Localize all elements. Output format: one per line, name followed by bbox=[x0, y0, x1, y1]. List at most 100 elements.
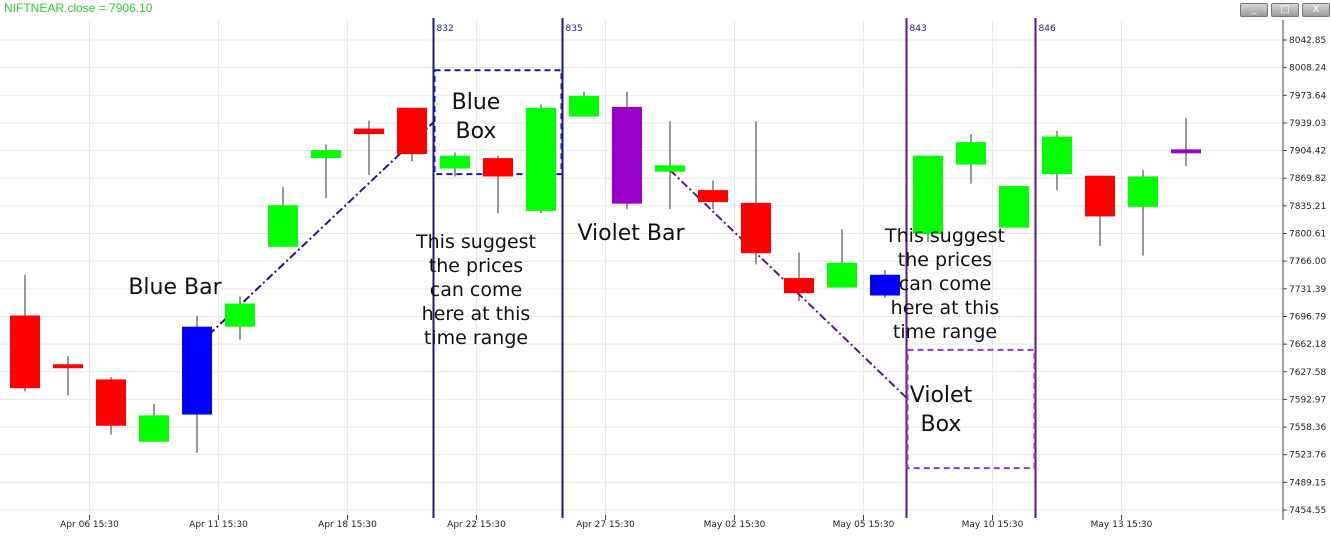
y-tick-label: 7592.97 bbox=[1289, 395, 1326, 405]
candle-body bbox=[483, 158, 513, 177]
blue-bar-label: Blue Bar bbox=[128, 275, 222, 300]
y-tick-label: 7800.61 bbox=[1289, 230, 1326, 240]
candle-body bbox=[569, 95, 599, 117]
candle bbox=[1128, 170, 1158, 256]
candle bbox=[225, 296, 255, 340]
candle bbox=[612, 91, 642, 210]
candle-body bbox=[10, 315, 40, 389]
candle bbox=[655, 121, 685, 210]
x-tick-label: Apr 27 15:30 bbox=[576, 520, 635, 530]
y-tick-label: 7662.18 bbox=[1289, 340, 1326, 350]
close-button[interactable]: X bbox=[1302, 3, 1330, 17]
candle-body bbox=[440, 155, 470, 169]
candle bbox=[1171, 118, 1201, 167]
candle bbox=[311, 144, 341, 199]
candle bbox=[182, 316, 212, 453]
minimize-icon: _ bbox=[1251, 4, 1257, 15]
candle-body bbox=[1128, 176, 1158, 207]
y-tick-label: 7627.58 bbox=[1289, 368, 1326, 378]
y-tick-label: 7523.76 bbox=[1289, 451, 1326, 461]
candle bbox=[483, 155, 513, 214]
candle bbox=[139, 404, 169, 442]
candle-body bbox=[999, 186, 1029, 228]
candle-body bbox=[741, 202, 771, 254]
candle-body bbox=[311, 150, 341, 159]
x-tick-label: May 10 15:30 bbox=[962, 520, 1024, 530]
candle bbox=[526, 104, 556, 214]
candle-body bbox=[354, 128, 384, 135]
candle-body bbox=[96, 379, 126, 426]
vertical-marker-label: 843 bbox=[910, 24, 927, 34]
candle-body bbox=[870, 274, 900, 296]
suggestion-left-text: This suggest the prices can come here at th… bbox=[415, 231, 536, 349]
x-tick-label: Apr 18 15:30 bbox=[318, 520, 377, 530]
minimize-button[interactable]: _ bbox=[1240, 3, 1268, 17]
y-tick-label: 7904.42 bbox=[1289, 147, 1326, 157]
candle bbox=[827, 229, 857, 288]
candle-body bbox=[53, 364, 83, 369]
vertical-marker-label: 832 bbox=[437, 24, 454, 34]
x-tick-label: May 13 15:30 bbox=[1091, 520, 1153, 530]
candle bbox=[397, 107, 427, 162]
chart-title: NIFTNEAR.close = 7906.10 bbox=[4, 1, 153, 15]
candle bbox=[53, 356, 83, 396]
candle bbox=[999, 186, 1029, 228]
candle-body bbox=[612, 106, 642, 204]
candle bbox=[1042, 130, 1072, 191]
x-tick-label: May 02 15:30 bbox=[704, 520, 766, 530]
vertical-marker-label: 835 bbox=[566, 24, 583, 34]
x-tick-label: Apr 11 15:30 bbox=[189, 520, 248, 530]
vertical-marker-label: 846 bbox=[1039, 24, 1056, 34]
y-tick-label: 7939.03 bbox=[1289, 119, 1326, 129]
y-tick-label: 7835.21 bbox=[1289, 202, 1326, 212]
candle bbox=[1085, 175, 1115, 246]
candle-body bbox=[913, 155, 943, 235]
candle bbox=[956, 134, 986, 184]
blue-box-label: Blue Box bbox=[452, 90, 501, 144]
candle-body bbox=[956, 142, 986, 165]
candle-body bbox=[784, 277, 814, 294]
candle-body bbox=[139, 415, 169, 442]
candle-body bbox=[397, 107, 427, 155]
candle bbox=[10, 274, 40, 392]
candle-body bbox=[526, 107, 556, 211]
y-tick-label: 7731.39 bbox=[1289, 285, 1326, 295]
candle bbox=[268, 186, 298, 247]
y-tick-label: 8042.85 bbox=[1289, 36, 1326, 46]
y-tick-label: 7869.82 bbox=[1289, 174, 1326, 184]
maximize-button[interactable]: □ bbox=[1271, 3, 1299, 17]
violet-bar-label: Violet Bar bbox=[577, 221, 685, 246]
suggestion-right-text: This suggest the prices can come here at th… bbox=[884, 225, 1005, 343]
x-tick-label: Apr 22 15:30 bbox=[447, 520, 506, 530]
y-tick-label: 7558.36 bbox=[1289, 423, 1326, 433]
y-tick-label: 7454.55 bbox=[1289, 506, 1326, 516]
x-tick-label: Apr 06 15:30 bbox=[60, 520, 119, 530]
y-tick-label: 7489.15 bbox=[1289, 478, 1326, 488]
violet-box bbox=[906, 348, 1036, 470]
candle-body bbox=[827, 262, 857, 288]
candle bbox=[698, 180, 728, 210]
candle-body bbox=[1171, 149, 1201, 154]
candle-body bbox=[655, 165, 685, 172]
candle bbox=[96, 377, 126, 435]
candle bbox=[440, 152, 470, 177]
candle-body bbox=[1085, 175, 1115, 217]
x-axis: Apr 06 15:30 Apr 11 15:30 Apr 18 15:30 Apr … bbox=[60, 515, 1153, 530]
candle bbox=[870, 269, 900, 298]
y-tick-label: 7766.00 bbox=[1289, 257, 1326, 267]
candles bbox=[10, 91, 1201, 453]
candle bbox=[569, 91, 599, 117]
candle-body bbox=[182, 326, 212, 415]
y-tick-label: 7973.64 bbox=[1289, 91, 1326, 101]
grid bbox=[0, 20, 1283, 515]
candle-body bbox=[1042, 136, 1072, 175]
candle bbox=[913, 155, 943, 243]
annotations: Blue Bar Violet Bar This suggest the prices… bbox=[128, 90, 1005, 437]
violet-box-label: Violet Box bbox=[910, 383, 973, 437]
close-icon: X bbox=[1312, 4, 1320, 15]
candle-body bbox=[268, 205, 298, 247]
candle bbox=[741, 121, 771, 265]
maximize-icon: □ bbox=[1280, 4, 1290, 15]
y-tick-label: 7696.79 bbox=[1289, 312, 1326, 322]
